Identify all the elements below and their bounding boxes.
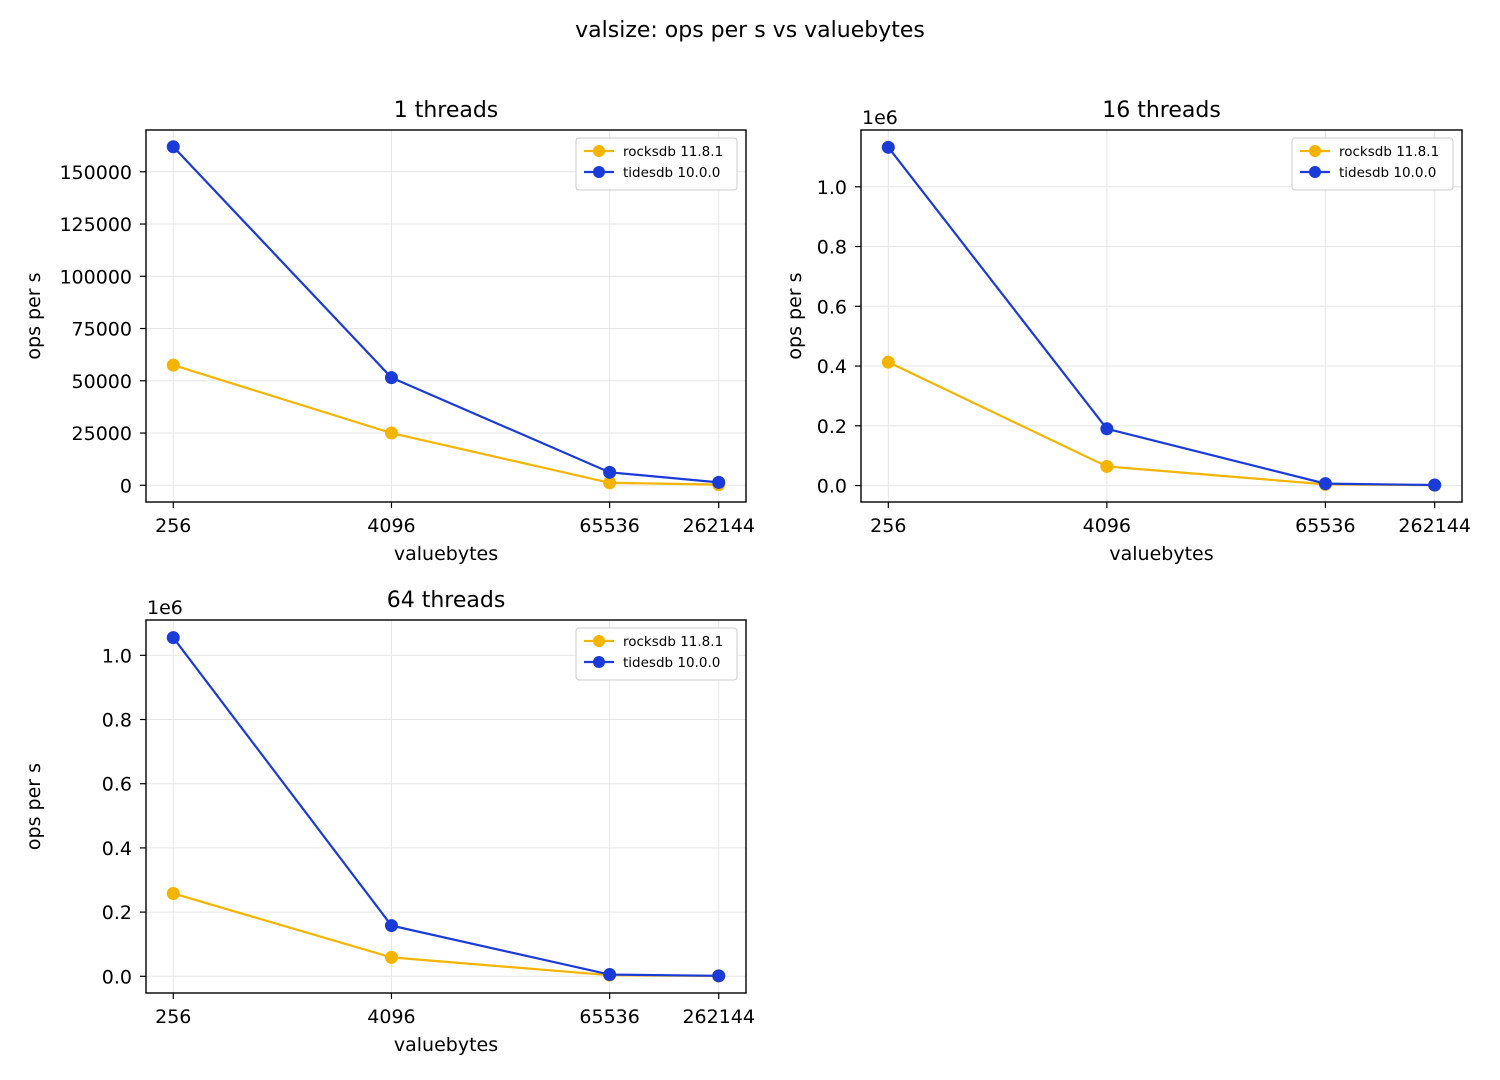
y-tick-label: 1.0: [817, 177, 847, 199]
x-tick-label: 256: [870, 515, 906, 537]
data-point: [166, 886, 180, 900]
legend-label: tidesdb 10.0.0: [623, 655, 720, 671]
legend-marker: [1309, 145, 1321, 157]
data-point: [712, 969, 726, 983]
data-point: [384, 950, 398, 964]
y-tick-label: 0.4: [102, 838, 132, 860]
subplot-2: 256 4096 65536 262144 0.0 0.2 0.4 0.6 0.8 1.0 1e6 1…: [784, 98, 1471, 565]
y-offset-label: 1e6: [147, 597, 183, 619]
legend-label: tidesdb 10.0.0: [1339, 165, 1436, 181]
y-tick-label: 0.6: [817, 296, 847, 318]
x-axis-label: valuebytes: [1109, 543, 1213, 565]
data-point: [384, 919, 398, 933]
legend-marker: [593, 656, 605, 668]
legend-box: [1291, 137, 1454, 191]
y-tick-label: 0.0: [817, 476, 847, 498]
subplot-title: 64 threads: [387, 588, 506, 613]
x-tick-label: 65536: [579, 515, 639, 537]
axes-frame: [860, 129, 1463, 503]
data-point: [1100, 459, 1114, 473]
subplot-1: 256 4096 65536 262144 0 25000 50000 75000 100000…: [23, 98, 755, 565]
legend-marker: [593, 166, 605, 178]
series-line-1: [172, 364, 719, 486]
data-point: [166, 358, 180, 372]
legend: rocksdb 11.8.1 tidesdb 10.0.0: [1291, 137, 1454, 191]
y-axis-label: ops per s: [23, 763, 45, 850]
y-tick-label: 1.0: [102, 645, 132, 667]
data-point: [881, 140, 895, 154]
legend-marker: [593, 145, 605, 157]
y-tick-label: 0.2: [817, 416, 847, 438]
y-tick-label: 0.8: [102, 710, 132, 732]
data-point: [712, 475, 726, 489]
x-tick-label: 4096: [1083, 515, 1131, 537]
y-tick-label: 0.0: [102, 966, 132, 988]
data-point: [1318, 477, 1332, 491]
x-tick-label: 65536: [579, 1006, 639, 1028]
y-tick-label: 150000: [59, 162, 132, 184]
y-tick-label: 75000: [72, 319, 132, 341]
x-axis-label: valuebytes: [394, 1034, 498, 1056]
x-axis-label: valuebytes: [394, 543, 498, 565]
x-tick-label: 262144: [1398, 515, 1471, 537]
x-tick-label: 65536: [1295, 515, 1355, 537]
y-tick-label: 0.2: [102, 902, 132, 924]
legend-marker: [1309, 166, 1321, 178]
legend-box: [575, 627, 738, 681]
series-line-1: [172, 892, 719, 978]
series-line-1: [887, 361, 1435, 487]
legend: rocksdb 11.8.1 tidesdb 10.0.0: [575, 627, 738, 681]
y-tick-label: 125000: [59, 214, 132, 236]
legend-label: rocksdb 11.8.1: [1339, 144, 1439, 160]
legend-label: rocksdb 11.8.1: [623, 634, 723, 650]
data-point: [384, 371, 398, 385]
series-line-2: [887, 146, 1435, 487]
y-axis-label: ops per s: [784, 272, 806, 359]
axes-frame: [145, 619, 747, 994]
series-line-2: [172, 636, 719, 977]
legend: rocksdb 11.8.1 tidesdb 10.0.0: [575, 137, 738, 191]
series-line-2: [172, 145, 719, 484]
x-tick-label: 256: [155, 1006, 191, 1028]
legend-box: [575, 137, 738, 191]
y-tick-label: 0.8: [817, 237, 847, 259]
y-tick-label: 0.4: [817, 356, 847, 378]
y-axis-label: ops per s: [23, 272, 45, 359]
y-offset-label: 1e6: [862, 107, 898, 129]
data-point: [603, 476, 617, 490]
x-tick-label: 4096: [367, 1006, 415, 1028]
y-tick-label: 0: [120, 475, 132, 497]
data-point: [166, 631, 180, 645]
x-tick-label: 262144: [682, 1006, 755, 1028]
subplot-3: 256 4096 65536 262144 0.0 0.2 0.4 0.6 0.8 1.0 1e6 6…: [23, 588, 755, 1056]
axes-frame: [145, 129, 747, 503]
data-point: [384, 426, 398, 440]
y-tick-label: 25000: [72, 423, 132, 445]
data-point: [1428, 478, 1442, 492]
data-point: [881, 355, 895, 369]
x-tick-label: 4096: [367, 515, 415, 537]
y-tick-label: 0.6: [102, 774, 132, 796]
subplot-title: 1 threads: [394, 98, 499, 123]
y-tick-label: 100000: [59, 266, 132, 288]
x-tick-label: 262144: [682, 515, 755, 537]
y-tick-label: 50000: [72, 371, 132, 393]
legend-marker: [593, 635, 605, 647]
data-point: [1100, 422, 1114, 436]
x-tick-label: 256: [155, 515, 191, 537]
subplot-title: 16 threads: [1102, 98, 1221, 123]
legend-label: tidesdb 10.0.0: [623, 165, 720, 181]
data-point: [603, 968, 617, 982]
figure-title: valsize: ops per s vs valuebytes: [575, 18, 925, 43]
data-point: [166, 140, 180, 154]
legend-label: rocksdb 11.8.1: [623, 144, 723, 160]
data-point: [603, 465, 617, 479]
